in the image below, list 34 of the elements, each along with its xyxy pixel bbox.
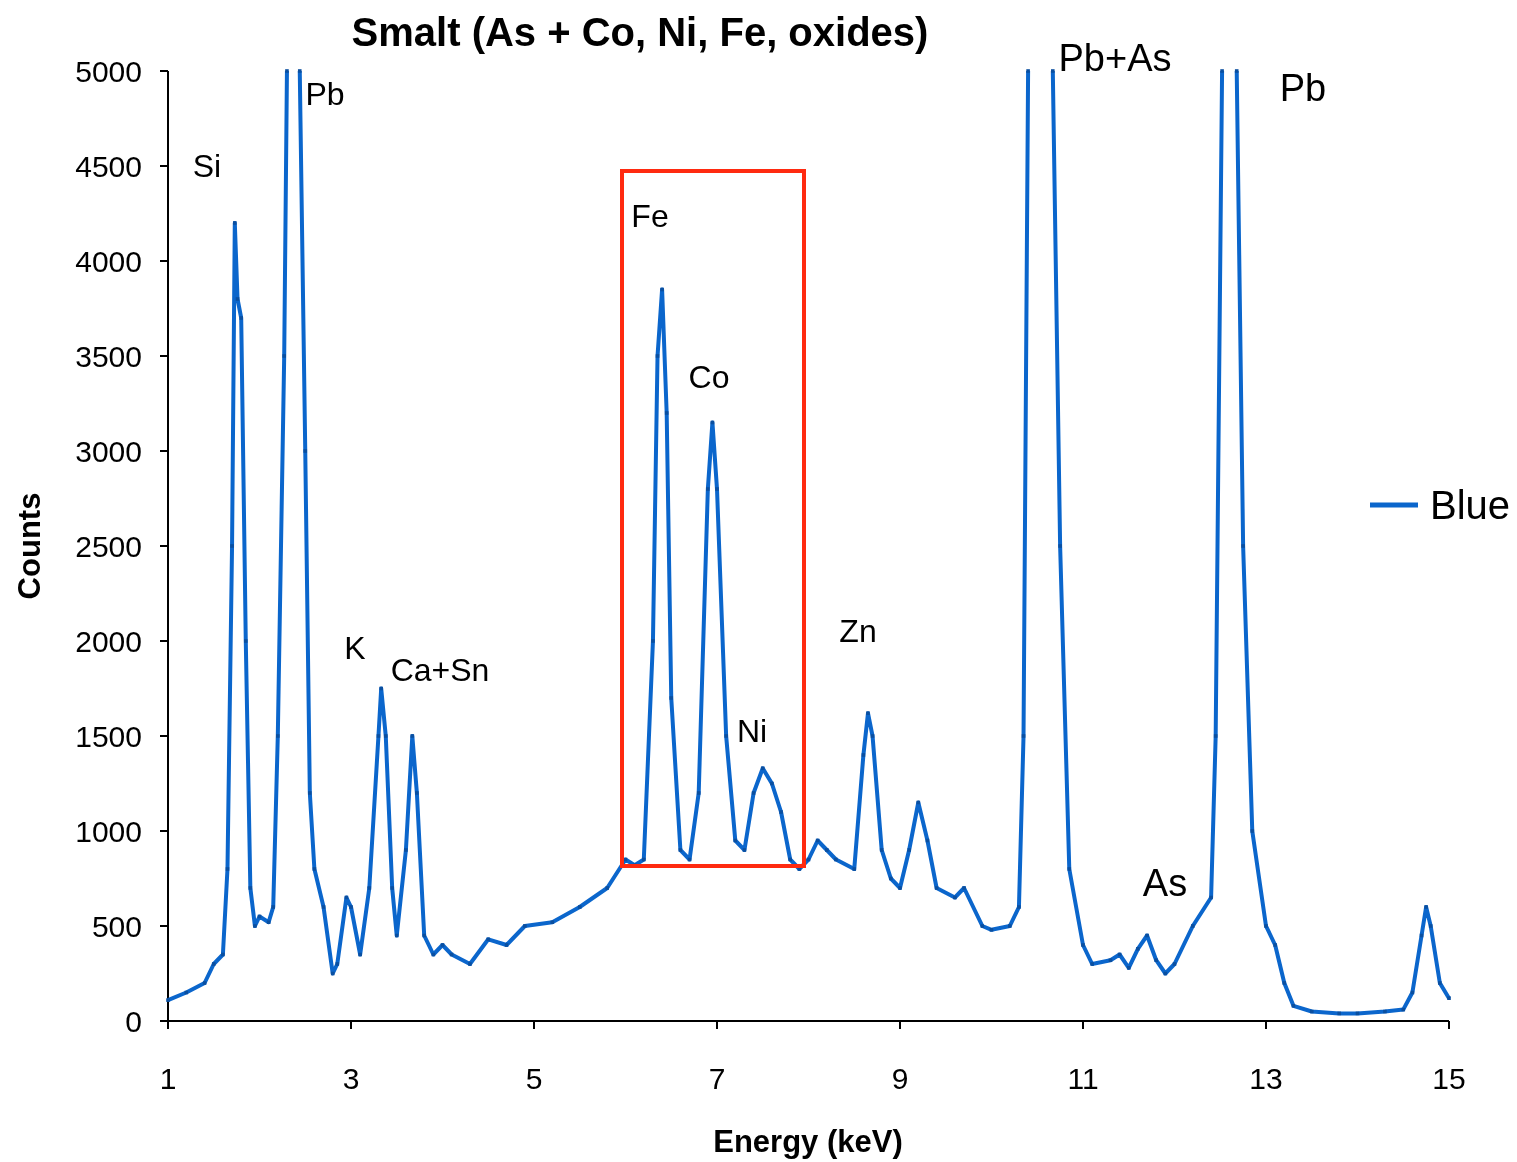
x-axis-title: Energy (keV) bbox=[713, 1124, 903, 1159]
annotation: Fe bbox=[631, 198, 669, 235]
x-tick-label: 15 bbox=[1432, 1062, 1466, 1095]
y-tick-label: 4500 bbox=[75, 149, 142, 183]
annotation: Pb bbox=[1279, 67, 1327, 110]
y-tick-label: 3000 bbox=[75, 434, 142, 468]
x-tick-label: 11 bbox=[1067, 1062, 1099, 1095]
legend-label: Blue bbox=[1430, 483, 1511, 527]
y-tick-label: 2500 bbox=[75, 529, 142, 563]
annotation: Pb+As bbox=[1058, 37, 1172, 80]
y-tick-label: 1500 bbox=[75, 719, 142, 753]
annotation: As bbox=[1142, 862, 1188, 905]
x-tick-label: 13 bbox=[1249, 1062, 1283, 1095]
y-tick-label: 500 bbox=[91, 909, 142, 943]
x-tick-label: 5 bbox=[525, 1062, 543, 1095]
annotation: Ca+Sn bbox=[390, 652, 490, 689]
y-tick-label: 4000 bbox=[75, 244, 142, 278]
x-tick-label: 1 bbox=[159, 1062, 177, 1095]
chart-title: Smalt (As + Co, Ni, Fe, oxides) bbox=[351, 10, 929, 54]
y-tick-label: 0 bbox=[125, 1004, 142, 1038]
annotation: Ni bbox=[736, 713, 768, 750]
x-tick-label: 9 bbox=[891, 1062, 909, 1095]
y-axis-title: Counts bbox=[12, 492, 47, 600]
y-tick-label: 5000 bbox=[75, 54, 142, 88]
y-tick-label: 1000 bbox=[75, 814, 142, 848]
annotation: Pb bbox=[305, 76, 345, 113]
y-tick-label: 3500 bbox=[75, 339, 142, 373]
annotation: K bbox=[344, 630, 366, 667]
annotation: Zn bbox=[839, 613, 877, 650]
annotation: Co bbox=[688, 359, 730, 396]
x-tick-label: 3 bbox=[342, 1062, 360, 1095]
y-tick-label: 2000 bbox=[75, 624, 142, 658]
annotation: Si bbox=[192, 148, 222, 185]
x-tick-label: 7 bbox=[708, 1062, 726, 1095]
